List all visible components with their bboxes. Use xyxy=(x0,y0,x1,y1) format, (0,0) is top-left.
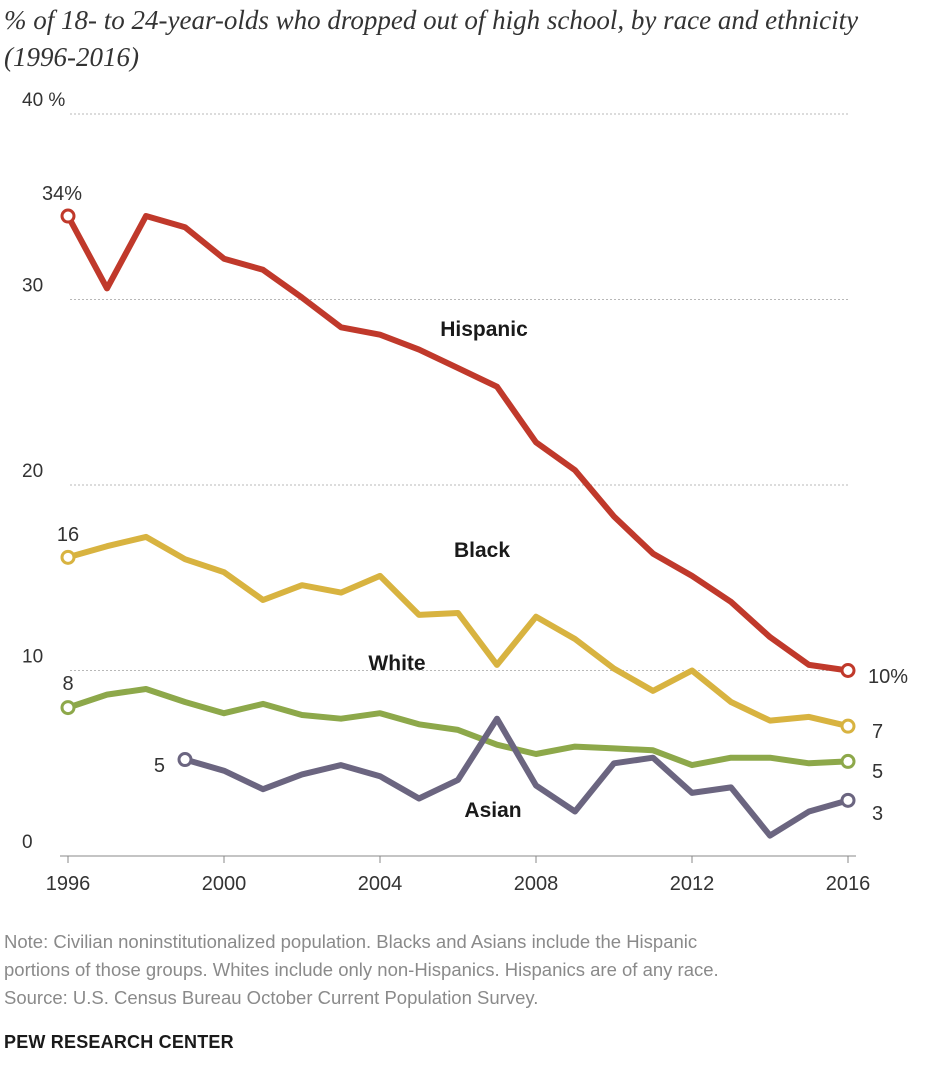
series-label-asian: Asian xyxy=(464,799,521,822)
start-marker-hispanic xyxy=(60,208,76,224)
series-lines xyxy=(60,208,856,839)
series-line-black xyxy=(65,533,851,730)
y-tick-label: 20 xyxy=(22,461,43,482)
series-label-black: Black xyxy=(454,539,510,562)
end-marker-asian xyxy=(840,792,856,808)
y-tick-label: 0 xyxy=(22,832,33,853)
source-org: PEW RESEARCH CENTER xyxy=(4,1032,234,1052)
start-marker-asian xyxy=(177,752,193,768)
y-tick-label: 40 % xyxy=(22,90,65,111)
start-value-label-asian: 5 xyxy=(154,755,165,777)
x-tick-label: 2012 xyxy=(670,873,715,895)
start-value-label-black: 16 xyxy=(57,524,79,546)
start-value-label-white: 8 xyxy=(62,673,73,695)
x-tick-label: 2004 xyxy=(358,873,403,895)
axis-ticks: 0 10 20 30 40 % 1996 2000 2004 2008 2012 2016 xyxy=(22,90,870,895)
series-line-hispanic xyxy=(65,213,851,674)
line-chart: 0 10 20 30 40 % 1996 2000 2004 2008 2012 2016 Hisp… xyxy=(22,90,908,895)
end-value-label-black: 7 xyxy=(872,721,883,743)
x-tick-label: 2016 xyxy=(826,873,871,895)
note-line: Note: Civilian noninstitutionalized popu… xyxy=(4,931,698,952)
x-tick-label: 2008 xyxy=(514,873,559,895)
x-tick-label: 2000 xyxy=(202,873,247,895)
series-label-hispanic: Hispanic xyxy=(440,318,528,341)
start-marker-white xyxy=(60,700,76,716)
gridlines xyxy=(60,113,856,857)
chart-note: Note: Civilian noninstitutionalized popu… xyxy=(4,928,914,1012)
end-marker-hispanic xyxy=(840,663,856,678)
x-tick-label: 1996 xyxy=(46,873,91,895)
end-value-label-asian: 3 xyxy=(872,803,883,825)
series-label-white: White xyxy=(368,652,425,675)
end-marker-white xyxy=(840,753,856,769)
note-line: portions of those groups. Whites include… xyxy=(4,959,719,980)
data-labels: Hispanic 34% 10% Black 16 7 White 8 5 Asian 5 3 xyxy=(42,183,908,825)
start-marker-black xyxy=(60,549,76,565)
y-tick-label: 10 xyxy=(22,647,43,668)
end-value-label-white: 5 xyxy=(872,761,883,783)
series-line-white xyxy=(65,686,851,769)
y-tick-label: 30 xyxy=(22,276,43,297)
source-line: Source: U.S. Census Bureau October Curre… xyxy=(4,987,539,1008)
series-line-asian xyxy=(182,715,851,839)
chart-title: % of 18- to 24-year-olds who dropped out… xyxy=(4,5,859,72)
start-value-label-hispanic: 34% xyxy=(42,183,82,205)
end-marker-black xyxy=(840,718,856,734)
end-value-label-hispanic: 10% xyxy=(868,666,908,688)
